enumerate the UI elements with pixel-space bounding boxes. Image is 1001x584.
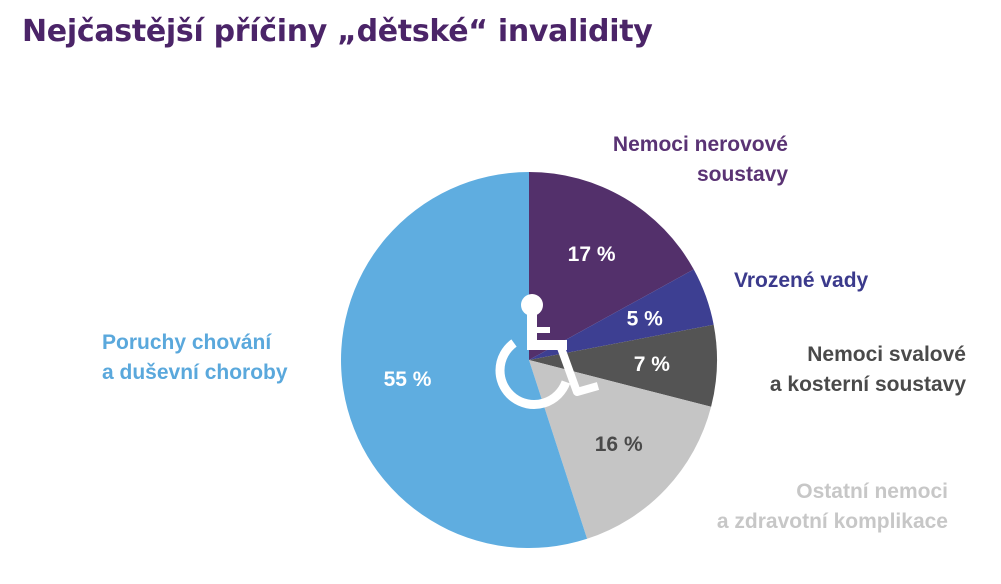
slice-label-other-diseases: Ostatní nemoci a zdravotní komplikace — [716, 480, 948, 533]
slice-label-nervous-system: Nemoci nerovové soustavy — [612, 133, 788, 186]
wheelchair-icon — [495, 294, 600, 409]
pie-slice-3 — [529, 360, 712, 539]
pie-value-label-4: 55 % — [384, 368, 432, 391]
pie-value-labels: 17 % 5 % 7 % 16 % 55 % — [384, 243, 671, 456]
pie-value-label-2: 7 % — [634, 353, 671, 376]
pie-slice-4 — [341, 172, 588, 548]
chart-title: Nejčastější příčiny „dětské“ invalidity — [22, 14, 653, 49]
pie-value-label-3: 16 % — [595, 433, 643, 456]
slice-label-congenital-defects: Vrozené vady — [734, 269, 869, 292]
pie-value-label-0: 17 % — [568, 243, 616, 266]
slice-label-behavioral-disorders: Poruchy chování a duševní choroby — [102, 331, 288, 384]
slice-label-musculoskeletal: Nemoci svalové a kosterní soustavy — [769, 343, 966, 396]
pie-slices — [341, 172, 717, 548]
pie-slice-1 — [529, 269, 714, 360]
pie-slice-0 — [529, 172, 694, 360]
pie-slice-2 — [529, 324, 717, 407]
pie-value-label-1: 5 % — [627, 307, 664, 330]
